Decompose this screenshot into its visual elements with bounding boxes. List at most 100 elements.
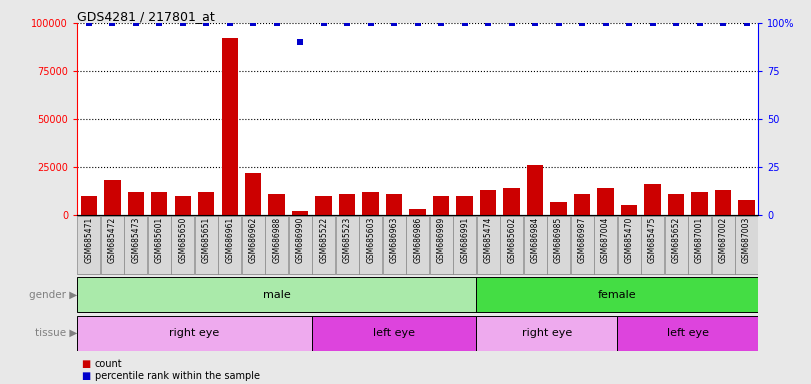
Point xyxy=(200,20,212,26)
FancyBboxPatch shape xyxy=(77,216,101,274)
FancyBboxPatch shape xyxy=(171,216,195,274)
Point xyxy=(458,20,471,26)
Bar xyxy=(245,173,261,215)
Point xyxy=(717,20,730,26)
Text: GSM685473: GSM685473 xyxy=(131,217,140,263)
Text: GSM685474: GSM685474 xyxy=(483,217,492,263)
Text: GSM685470: GSM685470 xyxy=(624,217,633,263)
FancyBboxPatch shape xyxy=(453,216,476,274)
Text: GSM686985: GSM686985 xyxy=(554,217,563,263)
Bar xyxy=(80,196,97,215)
Bar xyxy=(410,209,426,215)
Text: percentile rank within the sample: percentile rank within the sample xyxy=(95,371,260,381)
FancyBboxPatch shape xyxy=(430,216,453,274)
FancyBboxPatch shape xyxy=(289,216,311,274)
Text: ■: ■ xyxy=(81,359,90,369)
Bar xyxy=(667,194,684,215)
Text: GSM686988: GSM686988 xyxy=(272,217,281,263)
Point xyxy=(364,20,377,26)
Bar xyxy=(339,194,355,215)
Text: male: male xyxy=(263,290,290,300)
Text: left eye: left eye xyxy=(667,328,709,338)
FancyBboxPatch shape xyxy=(195,216,218,274)
Text: GSM687001: GSM687001 xyxy=(695,217,704,263)
FancyBboxPatch shape xyxy=(242,216,264,274)
Point xyxy=(247,20,260,26)
Bar xyxy=(363,192,379,215)
FancyBboxPatch shape xyxy=(77,277,476,312)
Point xyxy=(576,20,589,26)
Point xyxy=(129,20,142,26)
Point xyxy=(646,20,659,26)
Text: GSM685471: GSM685471 xyxy=(84,217,93,263)
FancyBboxPatch shape xyxy=(218,216,241,274)
Text: GSM686986: GSM686986 xyxy=(413,217,423,263)
FancyBboxPatch shape xyxy=(101,216,124,274)
Text: GSM686963: GSM686963 xyxy=(389,217,399,263)
Bar xyxy=(127,192,144,215)
Bar xyxy=(292,211,308,215)
Bar xyxy=(598,188,614,215)
Text: GSM685603: GSM685603 xyxy=(367,217,375,263)
FancyBboxPatch shape xyxy=(476,277,758,312)
FancyBboxPatch shape xyxy=(336,216,358,274)
Text: GSM685472: GSM685472 xyxy=(108,217,117,263)
Point xyxy=(317,20,330,26)
Point xyxy=(693,20,706,26)
Bar xyxy=(738,200,755,215)
Text: GSM686961: GSM686961 xyxy=(225,217,234,263)
Point xyxy=(529,20,542,26)
Text: GSM687002: GSM687002 xyxy=(719,217,727,263)
Bar xyxy=(714,190,732,215)
Text: GSM685522: GSM685522 xyxy=(320,217,328,263)
Bar xyxy=(104,180,121,215)
Text: female: female xyxy=(598,290,637,300)
FancyBboxPatch shape xyxy=(477,216,500,274)
Bar xyxy=(574,194,590,215)
Text: GSM686987: GSM686987 xyxy=(577,217,586,263)
Bar xyxy=(268,194,285,215)
FancyBboxPatch shape xyxy=(312,316,476,351)
Point xyxy=(552,20,565,26)
Text: GSM685650: GSM685650 xyxy=(178,217,187,263)
Point xyxy=(341,20,354,26)
Point xyxy=(152,20,165,26)
Text: tissue ▶: tissue ▶ xyxy=(35,328,77,338)
FancyBboxPatch shape xyxy=(735,216,758,274)
Point xyxy=(482,20,495,26)
Text: GSM685602: GSM685602 xyxy=(507,217,516,263)
FancyBboxPatch shape xyxy=(124,216,148,274)
Bar xyxy=(198,192,214,215)
Point xyxy=(740,20,753,26)
FancyBboxPatch shape xyxy=(406,216,429,274)
Text: GSM687003: GSM687003 xyxy=(742,217,751,263)
Text: left eye: left eye xyxy=(373,328,415,338)
Bar xyxy=(221,38,238,215)
Bar xyxy=(151,192,168,215)
Bar xyxy=(504,188,520,215)
Point xyxy=(388,20,401,26)
FancyBboxPatch shape xyxy=(148,216,171,274)
Text: GSM685651: GSM685651 xyxy=(202,217,211,263)
Text: GSM687004: GSM687004 xyxy=(601,217,610,263)
Text: GSM685601: GSM685601 xyxy=(155,217,164,263)
Bar xyxy=(174,196,191,215)
Point xyxy=(670,20,683,26)
Text: GSM686991: GSM686991 xyxy=(460,217,469,263)
Bar xyxy=(645,184,661,215)
Bar xyxy=(551,202,567,215)
FancyBboxPatch shape xyxy=(617,316,758,351)
Text: right eye: right eye xyxy=(521,328,572,338)
FancyBboxPatch shape xyxy=(500,216,523,274)
Point xyxy=(599,20,612,26)
Text: GSM686989: GSM686989 xyxy=(436,217,446,263)
Text: GSM686990: GSM686990 xyxy=(296,217,305,263)
Text: right eye: right eye xyxy=(169,328,220,338)
Text: GSM686962: GSM686962 xyxy=(249,217,258,263)
Text: gender ▶: gender ▶ xyxy=(29,290,77,300)
FancyBboxPatch shape xyxy=(77,316,312,351)
FancyBboxPatch shape xyxy=(383,216,406,274)
Bar xyxy=(480,190,496,215)
Bar xyxy=(621,205,637,215)
FancyBboxPatch shape xyxy=(547,216,570,274)
